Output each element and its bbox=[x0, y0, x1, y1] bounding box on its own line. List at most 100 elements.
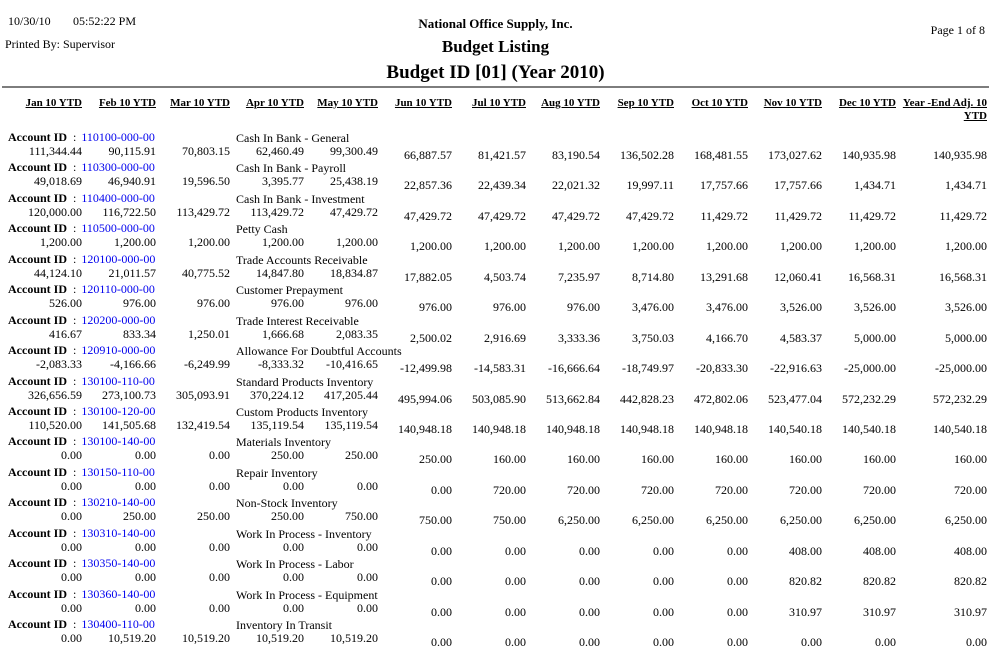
cell-value: 3,476.00 bbox=[706, 300, 748, 315]
cell-value: 47,429.72 bbox=[478, 208, 526, 223]
cell-value: 3,333.36 bbox=[558, 330, 600, 345]
cell-value: 160.00 bbox=[954, 452, 987, 467]
account-id-label: Account ID bbox=[8, 373, 67, 388]
cell-value: 11,429.72 bbox=[848, 208, 896, 223]
account-description: Allowance For Doubtful Accounts bbox=[236, 344, 402, 359]
cell-value: 0.00 bbox=[431, 543, 452, 558]
cell-value: 6,250.00 bbox=[945, 513, 987, 528]
cell-value: 14,847.80 bbox=[256, 265, 304, 280]
cell-value: 0.00 bbox=[431, 482, 452, 497]
cell-value: 81,421.57 bbox=[478, 148, 526, 162]
print-time: 05:52:22 PM bbox=[73, 14, 137, 28]
cell-value: 0.00 bbox=[579, 604, 600, 619]
cell-value: 12,060.41 bbox=[774, 269, 822, 284]
cell-value: 0.00 bbox=[61, 509, 82, 524]
account-id-separator: : bbox=[73, 556, 77, 571]
column-header-label: Dec 10 YTD bbox=[838, 97, 896, 109]
account-id: 130310-140-00 bbox=[81, 525, 156, 540]
account-id-label: Account ID bbox=[8, 251, 67, 266]
account-id-label: Account ID bbox=[8, 190, 67, 205]
cell-value: 1,200.00 bbox=[40, 235, 82, 250]
cell-value: 0.00 bbox=[209, 570, 230, 585]
cell-value: 0.00 bbox=[357, 570, 378, 585]
account-description: Work In Process - Labor bbox=[236, 557, 354, 572]
cell-value: 1,666.68 bbox=[262, 326, 304, 341]
cell-value: 140,948.18 bbox=[398, 421, 452, 436]
account-id-label: Account ID bbox=[8, 556, 67, 571]
cell-value: 1,250.01 bbox=[188, 326, 230, 341]
account-id-separator: : bbox=[73, 312, 77, 327]
report-subtitle: Budget ID [01] (Year 2010) bbox=[386, 62, 605, 83]
cell-value: 820.82 bbox=[954, 574, 987, 589]
column-header: Feb 10 YTD bbox=[84, 97, 158, 130]
report-header: 10/30/10 05:52:22 PM Printed By: Supervi… bbox=[0, 0, 991, 88]
cell-value: 442,828.23 bbox=[620, 391, 674, 406]
cell-value: -2,083.33 bbox=[36, 357, 82, 372]
account-description: Trade Accounts Receivable bbox=[236, 252, 368, 267]
column-header-label: Year -End Adj. 10 bbox=[902, 97, 987, 109]
account-id-separator: : bbox=[73, 343, 77, 358]
account-row: Account ID:110300-000-00 Cash In Bank - P… bbox=[0, 160, 991, 192]
account-id-label: Account ID bbox=[8, 343, 67, 358]
account-row: Account ID:110500-000-00 Petty Cash 1,200.… bbox=[0, 221, 991, 253]
cell-value: 11,429.72 bbox=[774, 208, 822, 223]
cell-value: 0.00 bbox=[653, 635, 674, 649]
cell-value: 750.00 bbox=[345, 509, 378, 524]
cell-value: 976.00 bbox=[345, 296, 378, 311]
cell-value: 0.00 bbox=[61, 600, 82, 615]
cell-value: 326,656.59 bbox=[28, 387, 82, 402]
column-header: Apr 10 YTD bbox=[232, 97, 306, 130]
cell-value: -6,249.99 bbox=[184, 357, 230, 372]
account-description: Trade Interest Receivable bbox=[236, 313, 359, 328]
cell-value: 3,476.00 bbox=[632, 300, 674, 315]
account-id-label: Account ID bbox=[8, 312, 67, 327]
cell-value: 47,429.72 bbox=[552, 208, 600, 223]
cell-value: -18,749.97 bbox=[622, 361, 674, 376]
cell-value: 250.00 bbox=[419, 452, 452, 467]
account-id: 130100-110-00 bbox=[81, 373, 155, 388]
cell-value: 250.00 bbox=[123, 509, 156, 524]
cell-value: 0.00 bbox=[283, 570, 304, 585]
cell-value: 0.00 bbox=[135, 570, 156, 585]
cell-value: 1,434.71 bbox=[945, 178, 987, 193]
cell-value: 1,200.00 bbox=[945, 239, 987, 254]
cell-value: 2,500.02 bbox=[410, 330, 452, 345]
cell-value: 0.00 bbox=[61, 478, 82, 493]
account-id-separator: : bbox=[73, 617, 77, 631]
cell-value: 168,481.55 bbox=[694, 148, 748, 162]
cell-value: 46,940.91 bbox=[108, 174, 156, 189]
cell-value: 0.00 bbox=[357, 539, 378, 554]
column-header: Jun 10 YTD bbox=[380, 97, 454, 130]
cell-value: 3,750.03 bbox=[632, 330, 674, 345]
cell-value: 417,205.44 bbox=[324, 387, 378, 402]
cell-value: 136,502.28 bbox=[620, 148, 674, 162]
column-header-label: Jan 10 YTD bbox=[25, 97, 82, 109]
cell-value: 70,803.15 bbox=[182, 144, 230, 158]
account-id-separator: : bbox=[73, 221, 77, 236]
cell-value: 503,085.90 bbox=[472, 391, 526, 406]
cell-value: 90,115.91 bbox=[108, 144, 156, 158]
cell-value: 140,935.98 bbox=[842, 148, 896, 162]
cell-value: 0.00 bbox=[727, 604, 748, 619]
column-header-label: Jun 10 YTD bbox=[394, 97, 452, 109]
column-header: Jul 10 YTD bbox=[454, 97, 528, 130]
cell-value: 160.00 bbox=[567, 452, 600, 467]
account-id: 130150-110-00 bbox=[81, 464, 155, 479]
cell-value: 0.00 bbox=[209, 478, 230, 493]
account-id-separator: : bbox=[73, 190, 77, 205]
cell-value: 1,200.00 bbox=[558, 239, 600, 254]
account-id: 110400-000-00 bbox=[81, 190, 155, 205]
cell-value: 1,434.71 bbox=[854, 178, 896, 193]
cell-value: -8,333.32 bbox=[258, 357, 304, 372]
cell-value: 0.00 bbox=[727, 574, 748, 589]
cell-value: 47,429.72 bbox=[404, 208, 452, 223]
cell-value: 1,200.00 bbox=[262, 235, 304, 250]
cell-value: 720.00 bbox=[493, 482, 526, 497]
cell-value: 526.00 bbox=[49, 296, 82, 311]
cell-value: -10,416.65 bbox=[326, 357, 378, 372]
cell-value: 250.00 bbox=[271, 448, 304, 463]
cell-value: -12,499.98 bbox=[400, 361, 452, 376]
cell-value: 0.00 bbox=[653, 543, 674, 558]
column-header: Sep 10 YTD bbox=[602, 97, 676, 130]
account-description: Work In Process - Equipment bbox=[236, 587, 378, 602]
